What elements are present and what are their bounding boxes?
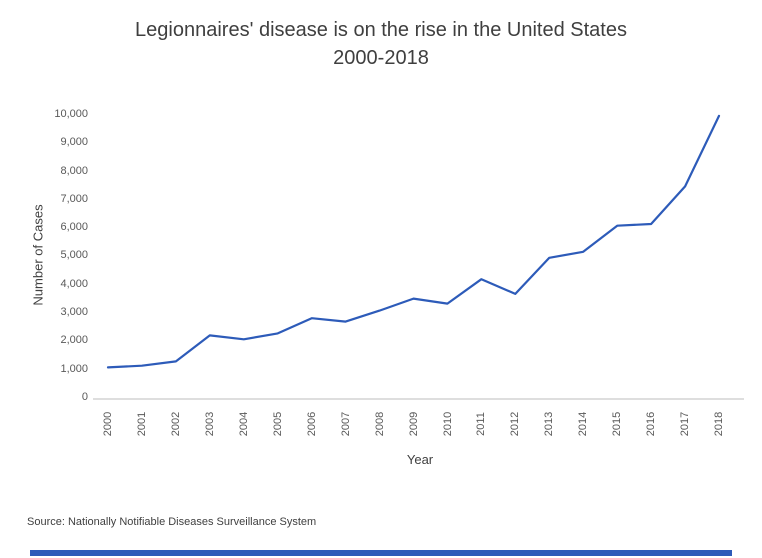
disease-trend-line bbox=[106, 114, 721, 369]
y-tick-label: 8,000 bbox=[60, 164, 88, 177]
y-tick-label: 7,000 bbox=[60, 192, 88, 205]
x-axis-title: Year bbox=[406, 452, 434, 467]
y-tick-label: 3,000 bbox=[60, 306, 88, 319]
footer-accent-bar bbox=[30, 550, 732, 556]
chart-title-line-1: Legionnaires' disease is on the rise in … bbox=[135, 19, 627, 41]
chart-title-line-2: 2000-2018 bbox=[333, 47, 429, 69]
y-tick-label: 1,000 bbox=[60, 362, 88, 375]
y-tick-label: 2,000 bbox=[60, 334, 88, 347]
y-tick-label: 9,000 bbox=[60, 136, 88, 149]
y-tick-label: 6,000 bbox=[60, 221, 88, 234]
x-tick-label: 2018 bbox=[713, 411, 726, 437]
y-tick-labels: 10,000 9,000 8,000 7,000 6,000 5,000 4,000 3,00… bbox=[26, 107, 88, 404]
y-tick-label: 10,000 bbox=[54, 108, 88, 120]
chart-title: Legionnaires' disease is on the rise in … bbox=[0, 16, 762, 72]
y-tick-label: 4,000 bbox=[60, 277, 88, 290]
x-tick-labels: 2000 2001 2002 2003 2004 2005 2006 2007 2008 2009… bbox=[91, 404, 736, 444]
y-tick-label: 5,000 bbox=[60, 249, 88, 262]
y-tick-label: 0 bbox=[81, 390, 88, 403]
source-note: Source: Nationally Notifiable Diseases S… bbox=[27, 516, 317, 528]
